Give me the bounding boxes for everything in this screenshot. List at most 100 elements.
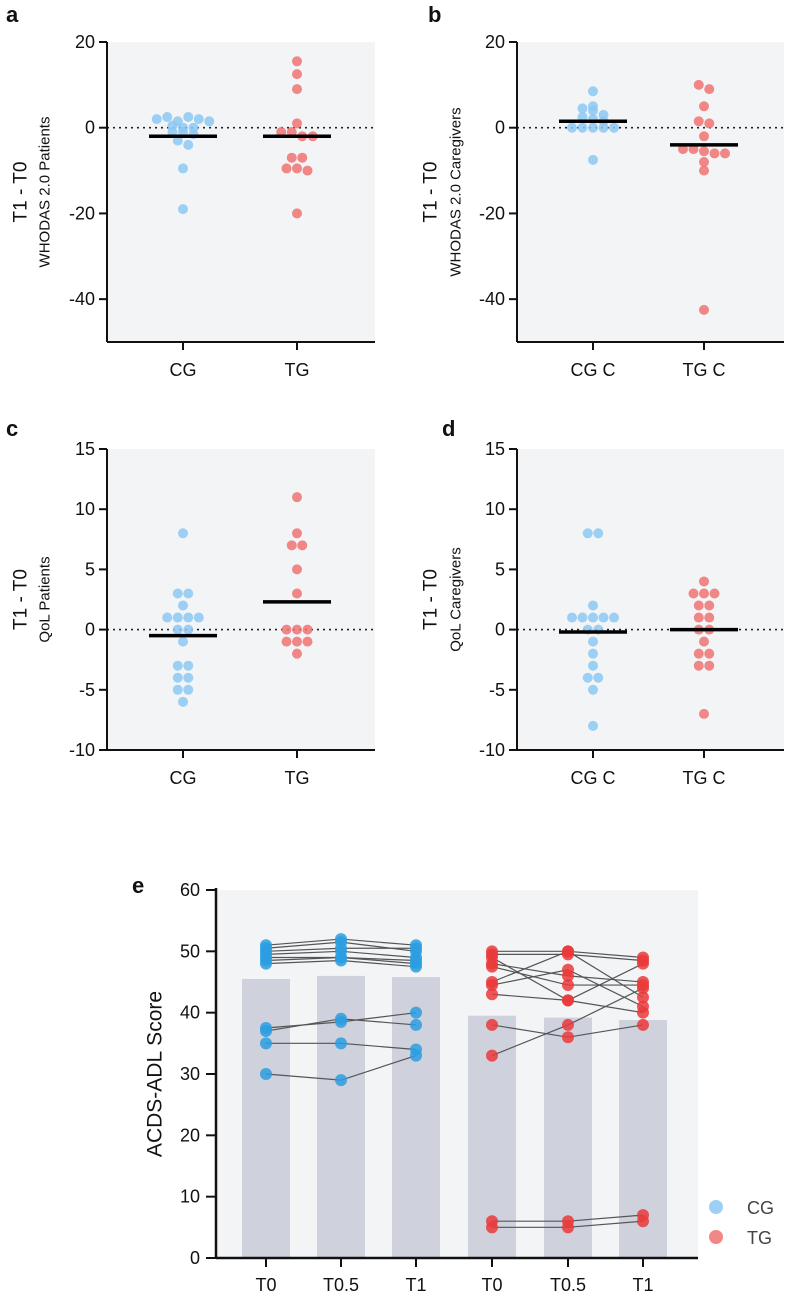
y-tick-label: -5 bbox=[489, 680, 505, 700]
plot-area-c bbox=[107, 449, 375, 750]
data-point-cg bbox=[167, 127, 178, 137]
y-tick-label: -40 bbox=[69, 289, 95, 309]
subject-point-cg bbox=[410, 1049, 422, 1062]
data-point-tg-c bbox=[699, 101, 709, 112]
y-tick-label: 5 bbox=[85, 559, 95, 579]
data-point-tg bbox=[302, 636, 313, 647]
data-point-tg bbox=[292, 588, 302, 599]
y-axis-title: T1 - T0 bbox=[11, 162, 32, 223]
data-point-tg-c bbox=[699, 165, 709, 176]
data-point-tg-c bbox=[709, 148, 720, 159]
mean-bar bbox=[242, 978, 290, 1258]
data-point-tg bbox=[297, 540, 308, 551]
data-point-tg-c bbox=[704, 118, 715, 129]
data-point-cg bbox=[193, 114, 204, 125]
y-tick-label: -20 bbox=[479, 203, 505, 223]
data-point-tg-c bbox=[693, 116, 704, 127]
y-axis-title: ACDS-ADL Score bbox=[143, 991, 166, 1157]
subject-point-cg bbox=[410, 1006, 422, 1019]
subject-point-cg bbox=[335, 1037, 347, 1050]
y-tick-label: 0 bbox=[85, 620, 95, 640]
x-tick-label: TG bbox=[285, 360, 310, 380]
subject-point-cg bbox=[410, 1018, 422, 1031]
data-point-tg bbox=[292, 163, 302, 174]
data-point-cg-c bbox=[588, 660, 598, 671]
data-point-tg bbox=[292, 118, 302, 129]
subject-point-tg bbox=[486, 1018, 498, 1031]
data-point-tg-c bbox=[704, 612, 715, 623]
data-point-tg bbox=[292, 528, 302, 539]
subject-point-cg bbox=[335, 1074, 347, 1087]
data-point-cg-c bbox=[588, 648, 598, 659]
subject-point-cg bbox=[260, 1037, 272, 1050]
data-point-cg bbox=[183, 112, 194, 122]
y-tick-label: 20 bbox=[75, 32, 95, 52]
x-tick-label: CG C bbox=[571, 768, 616, 788]
data-point-tg-c bbox=[699, 588, 709, 599]
data-point-tg-c bbox=[709, 588, 720, 599]
subject-point-cg bbox=[260, 957, 272, 970]
data-point-tg-c bbox=[693, 79, 704, 90]
data-point-cg bbox=[178, 600, 188, 611]
data-point-tg-c bbox=[688, 144, 699, 155]
data-point-cg bbox=[178, 636, 188, 647]
data-point-tg bbox=[292, 208, 302, 219]
data-point-tg bbox=[292, 492, 302, 503]
subject-point-cg bbox=[260, 1068, 272, 1080]
data-point-cg-c bbox=[588, 122, 598, 133]
data-point-tg-c bbox=[699, 131, 709, 142]
data-point-cg bbox=[172, 684, 183, 695]
data-point-tg bbox=[286, 540, 297, 551]
x-tick-label: TG bbox=[285, 768, 310, 788]
y-tick-label: 40 bbox=[180, 1003, 200, 1023]
data-point-cg bbox=[183, 588, 194, 599]
data-point-tg bbox=[286, 127, 297, 137]
data-point-tg-c bbox=[699, 708, 709, 719]
y-tick-label: 50 bbox=[180, 941, 200, 961]
data-point-cg-c bbox=[588, 636, 598, 647]
data-point-tg-c bbox=[699, 576, 709, 587]
data-point-cg bbox=[172, 672, 183, 683]
data-point-tg-c bbox=[704, 84, 715, 95]
data-point-cg-c bbox=[567, 122, 577, 133]
data-point-cg bbox=[162, 612, 173, 623]
data-point-cg bbox=[183, 660, 194, 671]
subject-point-tg bbox=[637, 1215, 649, 1228]
data-point-cg bbox=[178, 127, 188, 137]
y-tick-label: 0 bbox=[85, 118, 95, 138]
data-point-cg-c bbox=[588, 154, 598, 165]
y-tick-label: 15 bbox=[485, 439, 505, 459]
x-tick-label: T0.5 bbox=[323, 1275, 359, 1295]
y-tick-label: 5 bbox=[495, 559, 505, 579]
x-tick-label: TG C bbox=[683, 360, 726, 380]
data-point-tg-c bbox=[678, 144, 688, 155]
subject-point-cg bbox=[260, 1025, 272, 1038]
data-point-cg-c bbox=[582, 528, 593, 539]
y-tick-label: -40 bbox=[479, 289, 505, 309]
x-tick-label: T1 bbox=[632, 1275, 653, 1295]
data-point-tg-c bbox=[693, 660, 704, 671]
subject-point-tg bbox=[637, 1006, 649, 1019]
subject-point-cg bbox=[410, 942, 422, 955]
subject-point-tg bbox=[562, 945, 574, 958]
legend-marker-cg bbox=[709, 1200, 723, 1214]
y-tick-label: 0 bbox=[495, 620, 505, 640]
subject-point-tg bbox=[486, 988, 498, 1001]
data-point-cg bbox=[162, 112, 173, 122]
subject-point-tg bbox=[562, 979, 574, 992]
y-axis-title: T1 - T0 bbox=[421, 162, 442, 223]
data-point-tg bbox=[276, 127, 287, 137]
data-point-tg-c bbox=[699, 146, 709, 157]
legend-label-cg: CG bbox=[747, 1198, 774, 1218]
data-point-cg-c bbox=[593, 672, 604, 683]
y-tick-label: -10 bbox=[479, 740, 505, 760]
data-point-tg-c bbox=[704, 660, 715, 671]
plot-area-b bbox=[517, 42, 784, 342]
data-point-tg bbox=[292, 624, 302, 635]
y-tick-label: 0 bbox=[495, 118, 505, 138]
data-point-cg-c bbox=[593, 528, 604, 539]
subject-point-tg bbox=[562, 994, 574, 1007]
y-tick-label: 20 bbox=[180, 1125, 200, 1145]
data-point-cg bbox=[204, 116, 215, 127]
data-point-tg-c bbox=[704, 648, 715, 659]
